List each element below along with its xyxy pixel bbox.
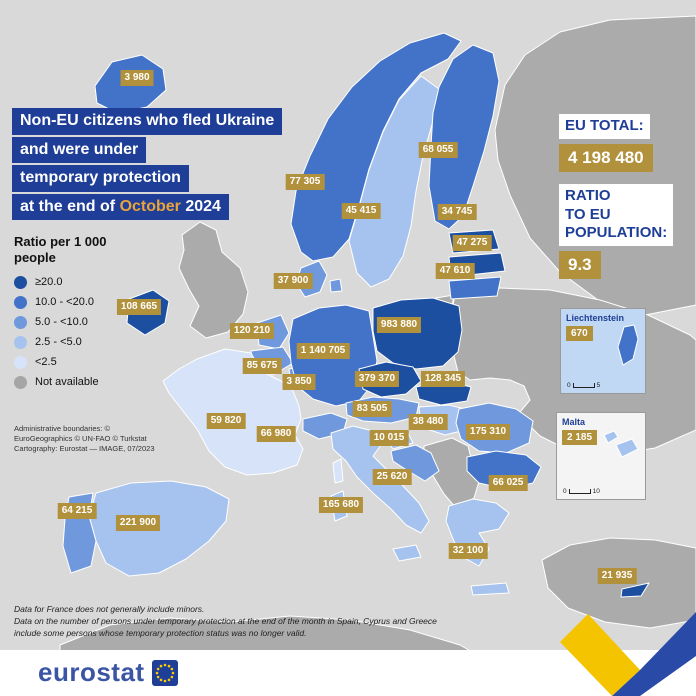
country-italy-sardinia <box>330 490 348 522</box>
title-line-2: and were under <box>12 136 147 164</box>
ratio-value: 9.3 <box>559 251 601 279</box>
country-estonia <box>448 229 500 254</box>
country-germany <box>288 304 378 407</box>
inset-liechtenstein: Liechtenstein 670 0 5 <box>560 308 646 394</box>
country-spain <box>88 480 230 577</box>
stats-panel: EU TOTAL: 4 198 480 RATIO TO EU POPULATI… <box>559 114 693 279</box>
liechtenstein-shape <box>617 324 639 366</box>
inset-malta-value: 2 185 <box>562 430 598 445</box>
title-line-1: Non-EU citizens who fled Ukraine <box>12 108 283 135</box>
legend-swatch <box>14 335 27 349</box>
scale-start: 0 <box>563 488 567 495</box>
legend-swatch <box>14 315 27 329</box>
country-italy-sicily <box>392 544 422 562</box>
scale-line <box>568 489 591 494</box>
country-malta-gozo <box>603 430 619 444</box>
title-line-3: temporary protection <box>12 165 189 192</box>
legend-item: 2.5 - <5.0 <box>14 335 144 349</box>
legend-label: ≥20.0 <box>35 276 63 288</box>
eurostat-logo: eurostat <box>38 657 178 688</box>
country-poland <box>372 297 463 370</box>
country-croatia <box>390 444 440 482</box>
legend-swatch <box>14 355 27 369</box>
eu-total-value: 4 198 480 <box>559 143 653 172</box>
footnotes: Data for France does not generally inclu… <box>14 604 454 640</box>
legend-label: 10.0 - <20.0 <box>35 296 95 308</box>
decorative-ribbon <box>560 612 696 696</box>
legend-swatch <box>14 275 27 289</box>
legend-item: 5.0 - <10.0 <box>14 315 144 329</box>
legend-label: 2.5 - <5.0 <box>35 336 82 348</box>
scale-end: 5 <box>596 382 601 389</box>
country-latvia <box>448 252 506 278</box>
footer-bar: eurostat <box>0 650 696 696</box>
country-slovakia <box>415 380 472 406</box>
country-finland <box>428 44 500 230</box>
legend-swatch <box>14 375 27 389</box>
eurostat-wordmark: eurostat <box>38 657 145 687</box>
title-line-4-suffix: 2024 <box>180 197 221 215</box>
country-lithuania <box>448 276 502 300</box>
country-portugal <box>62 492 97 574</box>
country-norway <box>290 32 462 262</box>
inset-malta-name: Malta <box>562 417 586 427</box>
liechtenstein-scale-bar: 0 5 <box>567 382 600 389</box>
inset-liechtenstein-value: 670 <box>566 326 593 341</box>
legend-label: 5.0 - <10.0 <box>35 316 88 328</box>
country-greece <box>445 498 510 567</box>
region-united-kingdom <box>178 221 249 339</box>
legend-item: ≥20.0 <box>14 275 144 289</box>
legend-item: Not available <box>14 375 144 389</box>
eu-flag-icon <box>151 659 178 686</box>
country-sweden <box>348 75 440 288</box>
scale-start: 0 <box>567 382 571 389</box>
legend-items: ≥20.0 10.0 - <20.0 5.0 - <10.0 2.5 - <5.0 <2… <box>14 275 144 389</box>
country-cyprus <box>620 582 650 598</box>
country-greece-crete <box>470 582 510 596</box>
legend-title: Ratio per 1 000 people <box>14 234 107 266</box>
legend-item: 10.0 - <20.0 <box>14 295 144 309</box>
ribbon-blue <box>612 612 696 696</box>
footnote-2: Data on the number of persons under temp… <box>14 615 437 638</box>
title-block: Non-EU citizens who fled Ukraine and wer… <box>12 108 283 222</box>
country-austria <box>345 396 420 424</box>
country-denmark-island <box>329 278 343 293</box>
inset-malta: Malta 2 185 0 10 <box>556 412 646 500</box>
footnote-1: Data for France does not generally inclu… <box>14 604 205 614</box>
malta-shape <box>603 430 639 458</box>
scale-end: 10 <box>592 488 600 495</box>
legend-label: Not available <box>35 376 99 388</box>
attribution-note: Administrative boundaries: © EuroGeograp… <box>14 424 155 454</box>
legend-label: <2.5 <box>35 356 57 368</box>
legend: Ratio per 1 000 people ≥20.0 10.0 - <20.0… <box>14 234 144 396</box>
title-line-4: at the end of October 2024 <box>12 193 229 221</box>
country-france-corsica <box>332 458 344 484</box>
ribbon-yellow <box>560 614 640 696</box>
title-month-highlight: October <box>119 197 181 215</box>
inset-liechtenstein-name: Liechtenstein <box>566 313 625 323</box>
title-line-4-prefix: at the end of <box>20 197 120 215</box>
country-malta-main <box>615 438 639 458</box>
ratio-label: RATIO TO EU POPULATION: <box>559 183 674 246</box>
country-iceland <box>94 54 167 114</box>
country-netherlands <box>256 314 290 350</box>
scale-line <box>572 383 595 388</box>
country-liechtenstein <box>617 324 639 366</box>
country-czechia <box>358 361 422 398</box>
malta-scale-bar: 0 10 <box>563 488 600 495</box>
legend-item: <2.5 <box>14 355 144 369</box>
legend-swatch <box>14 295 27 309</box>
eu-total-label: EU TOTAL: <box>559 114 650 139</box>
country-denmark <box>295 260 328 298</box>
